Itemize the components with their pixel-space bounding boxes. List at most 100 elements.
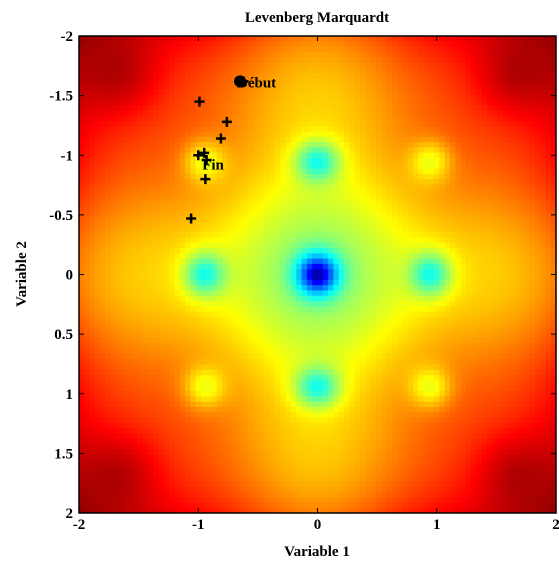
heatmap-cell [513,179,520,185]
heatmap-cell [407,269,414,276]
heatmap-cell [174,99,181,106]
heatmap-cell [94,248,101,254]
heatmap-cell [444,57,451,64]
heatmap-cell [455,316,462,323]
heatmap-cell [397,163,403,170]
heatmap-cell [137,57,144,64]
heatmap-cell [211,237,218,244]
heatmap-cell [322,263,329,270]
heatmap-cell [375,131,382,138]
heatmap-cell [344,269,350,276]
heatmap-cell [169,226,175,233]
heatmap-cell [285,327,292,334]
heatmap-cell [497,216,504,223]
heatmap-cell [428,285,435,291]
heatmap-cell [248,253,255,260]
heatmap-cell [418,200,425,207]
heatmap-cell [465,226,472,233]
heatmap-cell [110,89,117,95]
heatmap-cell [116,83,122,90]
heatmap-cell [174,89,181,95]
heatmap-cell [147,226,154,233]
heatmap-cell [439,41,446,48]
heatmap-cell [163,73,170,79]
heatmap-cell [365,301,372,307]
heatmap-cell [359,41,366,48]
heatmap-cell [100,263,107,270]
heatmap-cell [391,248,398,254]
heatmap-cell [354,179,361,185]
heatmap-cell [179,131,186,138]
heatmap-cell [153,226,160,233]
heatmap-cell [529,94,536,101]
heatmap-cell [518,147,525,154]
heatmap-cell [126,51,133,58]
heatmap-cell [333,210,340,217]
heatmap-cell [439,279,446,286]
heatmap-cell [147,67,154,74]
heatmap-cell [312,94,319,101]
heatmap-cell [94,57,101,64]
heatmap-cell [163,189,170,196]
heatmap-cell [402,248,409,254]
heatmap-cell [455,41,462,48]
heatmap-cell [227,136,234,143]
heatmap-cell [147,205,154,212]
heatmap-cell [253,51,260,58]
heatmap-cell [280,327,287,334]
heatmap-cell [434,173,440,180]
heatmap-cell [89,131,96,138]
heatmap-cell [259,115,266,122]
heatmap-cell [471,311,478,318]
heatmap-cell [206,205,213,212]
heatmap-cell [545,184,552,191]
heatmap-cell [492,269,499,276]
heatmap-cell [428,258,435,265]
heatmap-cell [508,295,515,302]
heatmap-cell [264,173,271,180]
heatmap-cell [142,157,149,164]
heatmap-cell [497,110,504,117]
heatmap-cell [545,295,552,302]
heatmap-cell [185,253,191,260]
heatmap-cell [397,36,403,42]
heatmap-cell [200,285,207,291]
heatmap-cell [402,258,409,265]
heatmap-cell [359,163,366,170]
heatmap-cell [375,152,382,159]
heatmap-cell [248,136,255,143]
heatmap-cell [200,51,207,58]
heatmap-cell [444,99,451,106]
heatmap-cell [529,104,536,111]
heatmap-cell [185,57,191,64]
heatmap-cell [132,57,138,64]
heatmap-cell [312,41,319,48]
heatmap-cell [232,200,239,207]
heatmap-cell [465,46,472,53]
heatmap-cell [105,115,112,122]
heatmap-cell [513,311,520,318]
heatmap-cell [132,62,138,69]
heatmap-cell [105,195,112,201]
heatmap-cell [137,274,144,281]
heatmap-cell [142,200,149,207]
heatmap-cell [306,258,313,265]
heatmap-cell [147,36,154,42]
heatmap-cell [280,120,287,127]
heatmap-cell [524,67,531,74]
heatmap-cell [248,258,255,265]
heatmap-cell [169,237,175,244]
heatmap-cell [253,316,260,323]
heatmap-cell [513,83,520,90]
heatmap-cell [476,73,483,79]
heatmap-cell [503,131,509,138]
heatmap-cell [200,179,207,185]
heatmap-cell [89,168,96,175]
heatmap-cell [264,295,271,302]
heatmap-cell [132,179,138,185]
heatmap-cell [126,163,133,170]
heatmap-cell [301,99,308,106]
heatmap-cell [84,232,91,238]
heatmap-cell [301,322,308,329]
heatmap-cell [216,226,223,233]
